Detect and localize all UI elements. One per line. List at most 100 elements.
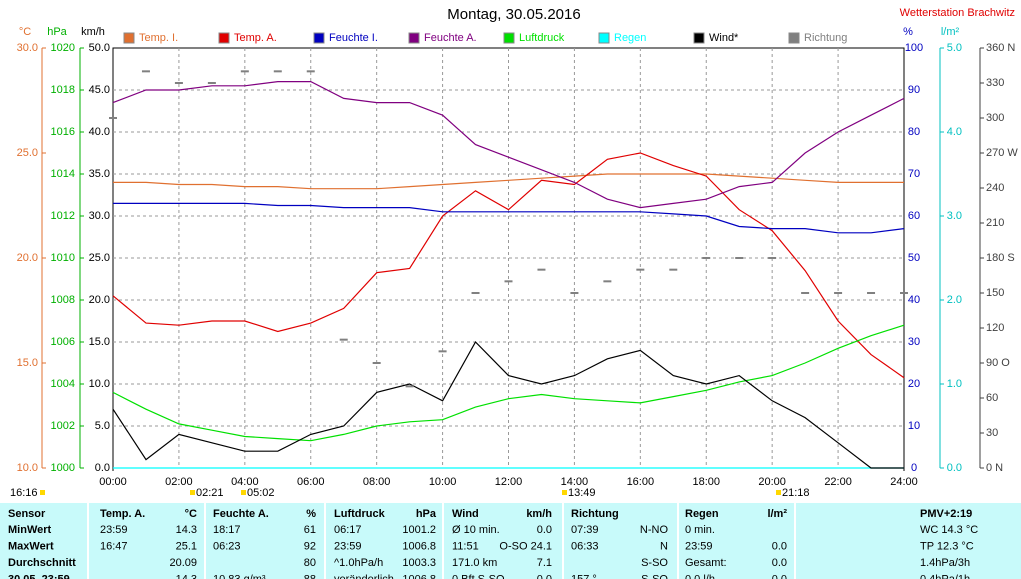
direction-point xyxy=(141,70,150,73)
table-cell: 92 xyxy=(304,540,316,552)
table-cell: °C xyxy=(185,508,197,520)
table-cell: hPa xyxy=(416,508,437,520)
legend-label: Richtung xyxy=(804,32,847,44)
direction-point xyxy=(669,268,678,271)
table-cell: PMV+2:19 xyxy=(920,508,972,520)
table-cell: 06:17 xyxy=(334,524,362,536)
marker-icon xyxy=(562,490,567,495)
table-cell: 1001.2 xyxy=(402,524,436,536)
y-tick-label: 330 xyxy=(986,77,1004,89)
table-cell: MaxWert xyxy=(8,540,54,552)
table-cell: Durchschnitt xyxy=(8,557,76,569)
y-tick-label: 5.0 xyxy=(95,420,110,432)
legend-swatch xyxy=(598,32,610,44)
legend-label: Temp. I. xyxy=(139,32,178,44)
y-tick-label: 80 xyxy=(908,126,920,138)
direction-point xyxy=(207,82,216,84)
y-tick-label: 3.0 xyxy=(947,210,962,222)
marker-icon xyxy=(190,490,195,495)
table-cell: 16:47 xyxy=(100,540,128,552)
time-marker: 13:49 xyxy=(568,487,596,499)
table-cell: TP 12.3 °C xyxy=(920,540,974,552)
x-tick-label: 06:00 xyxy=(297,476,325,488)
y-tick-label: 1018 xyxy=(51,84,75,96)
table-cell: Gesamt: xyxy=(685,557,727,569)
y-tick-label: 35.0 xyxy=(89,168,110,180)
direction-point xyxy=(471,292,480,294)
legend-swatch xyxy=(218,32,230,44)
legend-swatch xyxy=(408,32,420,44)
table-cell: N xyxy=(660,540,668,552)
direction-point xyxy=(603,280,612,283)
direction-point xyxy=(900,292,908,294)
legend-swatch xyxy=(503,32,515,44)
y-tick-label: 1012 xyxy=(51,210,75,222)
y-tick-label: 30.0 xyxy=(89,210,110,222)
direction-point xyxy=(174,82,183,84)
y-tick-label: 20 xyxy=(908,378,920,390)
table-cell: S-SO xyxy=(641,557,668,569)
x-tick-label: 22:00 xyxy=(824,476,852,488)
table-cell: 0.0 xyxy=(772,540,787,552)
table-cell: 18:17 xyxy=(213,524,241,536)
table-cell: Temp. A. xyxy=(100,508,145,520)
x-tick-label: 20:00 xyxy=(758,476,786,488)
y-tick-label: 0.0 xyxy=(947,462,962,474)
table-cell: Luftdruck xyxy=(334,508,386,520)
direction-point xyxy=(405,385,414,388)
footer-background xyxy=(0,503,1021,579)
y-tick-label: 60 xyxy=(986,392,998,404)
table-cell: 30.05. 23:59 xyxy=(8,573,70,579)
legend-label: Regen xyxy=(614,32,646,44)
table-cell: N-NO xyxy=(640,524,669,536)
table-cell: Sensor xyxy=(8,508,46,520)
y-tick-label: 25.0 xyxy=(17,147,38,159)
table-cell: km/h xyxy=(526,508,552,520)
direction-point xyxy=(867,292,876,294)
table-cell: 0 Bft S-SO xyxy=(452,573,505,579)
table-cell: 0.0 xyxy=(772,557,787,569)
table-cell: 0.4hPa/1h xyxy=(920,573,970,579)
table-cell: Richtung xyxy=(571,508,619,520)
table-cell: 11:51 xyxy=(452,540,479,552)
table-cell: 171.0 km xyxy=(452,557,497,569)
axis-title: hPa xyxy=(47,26,67,38)
series-line xyxy=(113,202,905,234)
time-marker: 02:21 xyxy=(196,487,224,499)
table-cell: 80 xyxy=(304,557,316,569)
legend-label: Temp. A. xyxy=(234,32,277,44)
table-cell: 23:59 xyxy=(100,524,128,536)
table-cell: 0 min. xyxy=(685,524,715,536)
direction-point xyxy=(570,292,579,294)
y-tick-label: 1002 xyxy=(51,420,75,432)
legend-label: Wind* xyxy=(709,32,739,44)
y-tick-label: 20.0 xyxy=(89,294,110,306)
direction-point xyxy=(372,362,381,364)
y-tick-label: 1014 xyxy=(51,168,75,180)
table-cell: 0.0 xyxy=(772,573,787,579)
table-cell: Feuchte A. xyxy=(213,508,269,520)
y-tick-label: 100 xyxy=(905,42,923,54)
table-cell: Regen xyxy=(685,508,719,520)
y-tick-label: 90 O xyxy=(986,357,1010,369)
marker-icon xyxy=(241,490,246,495)
axis-title: °C xyxy=(19,26,31,38)
y-tick-label: 30 xyxy=(908,336,920,348)
y-tick-label: 4.0 xyxy=(947,126,962,138)
x-tick-label: 16:00 xyxy=(627,476,655,488)
y-tick-label: 15.0 xyxy=(17,357,38,369)
y-tick-label: 1.0 xyxy=(947,378,962,390)
y-tick-label: 10.0 xyxy=(17,462,38,474)
y-tick-label: 30.0 xyxy=(17,42,38,54)
y-tick-label: 1000 xyxy=(51,462,75,474)
direction-point xyxy=(306,70,315,73)
table-cell: 1006.8 xyxy=(402,573,436,579)
time-marker: 16:16 xyxy=(10,487,38,499)
legend-swatch xyxy=(123,32,135,44)
table-cell: veränderlich xyxy=(334,573,394,579)
y-tick-label: 1008 xyxy=(51,294,75,306)
direction-point xyxy=(834,292,843,294)
station-name: Wetterstation Brachwitz xyxy=(900,7,1015,19)
table-cell: 07:39 xyxy=(571,524,599,536)
